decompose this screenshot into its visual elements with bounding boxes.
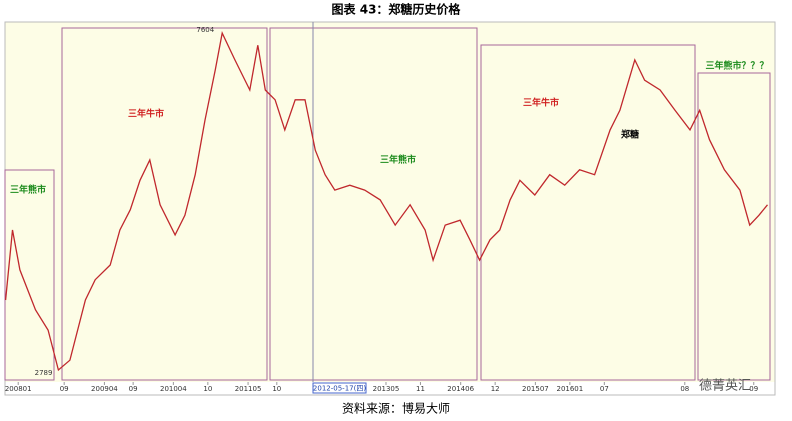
period-box bbox=[61, 27, 268, 381]
period-boxes bbox=[4, 27, 771, 381]
x-tick-label: 201507 bbox=[522, 385, 549, 393]
annotation: 郑糖 bbox=[621, 129, 639, 141]
price-line bbox=[4, 31, 769, 372]
x-tick-label: 07 bbox=[600, 385, 609, 393]
x-tick-label: 09 bbox=[129, 385, 138, 393]
period-box bbox=[4, 169, 55, 381]
chart-title: 图表 43：郑糖历史价格 bbox=[332, 2, 462, 17]
source-note: 资料来源：博易大师 bbox=[342, 401, 450, 416]
x-tick-label: 10 bbox=[272, 385, 281, 393]
annotation: 三年熊市 bbox=[10, 184, 46, 196]
x-tick-label: 12 bbox=[491, 385, 500, 393]
x-tick-label: 201105 bbox=[235, 385, 262, 393]
x-tick-label: 200904 bbox=[91, 385, 118, 393]
annotation: 三年熊市？？？ bbox=[705, 60, 768, 72]
annotation: 三年牛市 bbox=[128, 108, 164, 120]
x-tick-label: 09 bbox=[749, 385, 758, 393]
x-tick-label: 09 bbox=[60, 385, 69, 393]
x-tick-label: 200801 bbox=[5, 385, 32, 393]
period-box bbox=[480, 44, 696, 381]
x-tick-label: 201305 bbox=[373, 385, 400, 393]
period-box bbox=[269, 27, 478, 381]
x-tick-label: 201406 bbox=[447, 385, 474, 393]
crosshair-box bbox=[312, 382, 367, 394]
crosshair-label: 2012-05-17(四) bbox=[313, 385, 366, 393]
period-box bbox=[697, 72, 771, 381]
annotation: 三年牛市 bbox=[523, 97, 559, 109]
x-tick-label: 08 bbox=[680, 385, 689, 393]
min-label: 2789 bbox=[35, 369, 53, 377]
x-tick-label: 201004 bbox=[160, 385, 187, 393]
max-label: 7604 bbox=[196, 26, 214, 34]
x-tick-label: 10 bbox=[203, 385, 212, 393]
watermark: 德菁英汇 bbox=[699, 379, 751, 394]
plot-area bbox=[5, 22, 775, 382]
x-tick-label: 11 bbox=[416, 385, 425, 393]
x-tick-label: 201601 bbox=[556, 385, 583, 393]
annotation: 三年熊市 bbox=[380, 154, 416, 166]
